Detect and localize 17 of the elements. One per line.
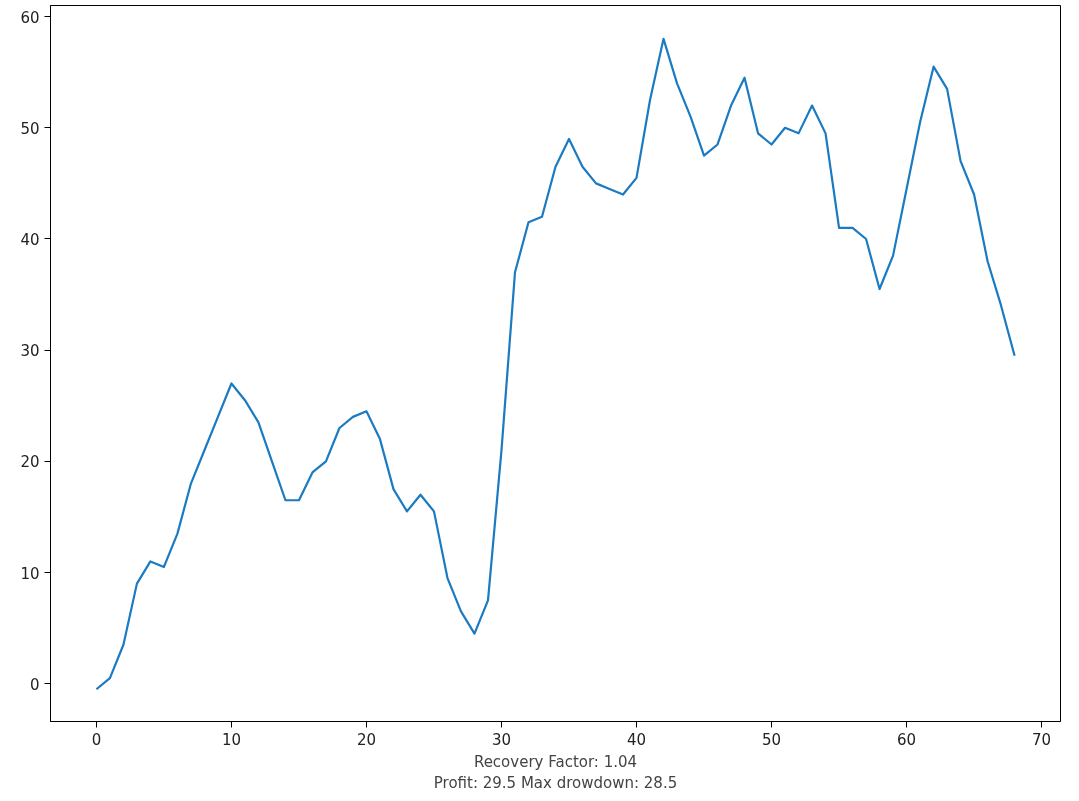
x-tick-label: 20 [356, 730, 377, 749]
x-axis-title: Recovery Factor: 1.04 Profit: 29.5 Max drowdown: 28.5 [433, 752, 678, 793]
x-tick-label: 70 [1032, 730, 1052, 749]
x-tick-label: 40 [626, 730, 647, 749]
x-tick-label: 0 [91, 730, 102, 749]
y-tick-label: 50 [20, 119, 40, 138]
x-tick-label: 60 [897, 730, 917, 749]
y-tick-label: 60 [20, 8, 40, 27]
x-tick-label: 30 [491, 730, 512, 749]
y-tick-label: 20 [20, 453, 40, 472]
y-tick-label: 40 [20, 230, 40, 249]
x-tick-label: 50 [762, 730, 782, 749]
line-series [95, 37, 1016, 691]
x-tick-label: 10 [221, 730, 241, 749]
y-tick-label: 10 [20, 564, 40, 583]
y-tick-label: 0 [29, 675, 40, 694]
y-tick-label: 30 [20, 342, 40, 361]
